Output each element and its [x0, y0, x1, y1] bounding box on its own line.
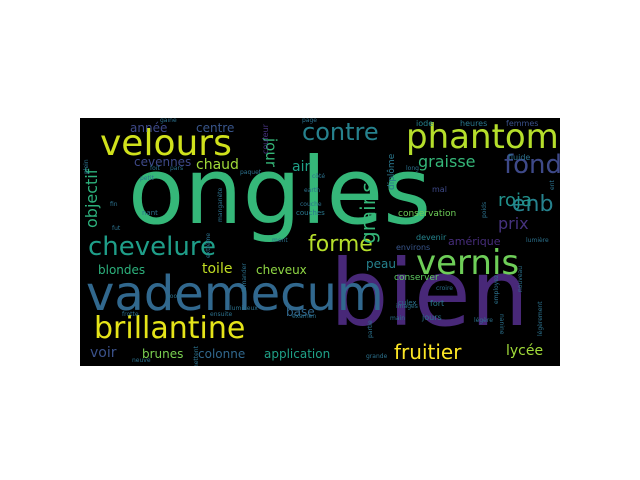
- word-good: good: [166, 293, 181, 300]
- word-toile: toile: [202, 261, 233, 277]
- word-chaud: chaud: [196, 157, 239, 173]
- word-fruitier: fruitier: [394, 340, 462, 364]
- word-images: images: [396, 303, 418, 310]
- word-grains: grains: [356, 182, 380, 244]
- word-colonne: colonne: [198, 347, 246, 361]
- word-annee: année: [130, 121, 168, 135]
- word-legere: légère: [474, 317, 493, 324]
- word-chevelure: chevelure: [88, 232, 216, 262]
- word-petit: petit: [140, 175, 154, 182]
- word-legerement: légèrement: [537, 301, 544, 336]
- word-contre: contre: [302, 118, 379, 146]
- word-roja: roja: [498, 190, 533, 211]
- word-long: long: [406, 165, 419, 172]
- word-fond: fond: [504, 150, 560, 180]
- word-devenir: devenir: [416, 233, 447, 242]
- word-culex: culex: [398, 299, 417, 307]
- word-neuve: neuve: [132, 357, 151, 364]
- word-femmes: femmes: [506, 119, 539, 128]
- word-employez: employez: [493, 274, 500, 304]
- word-enb: enb: [512, 192, 554, 217]
- word-application: application: [264, 347, 331, 361]
- word-lycee: lycée: [506, 343, 544, 359]
- word-air: air: [292, 159, 311, 175]
- word-jours: jours: [422, 313, 442, 322]
- word-iode: iode: [416, 119, 434, 128]
- word-centre: centre: [196, 121, 235, 135]
- word-pars: pars: [170, 165, 184, 172]
- word-paquet: paquet: [240, 169, 262, 176]
- word-diplome: diplôme: [387, 153, 397, 190]
- word-gaine: gaine: [160, 118, 177, 124]
- word-nanine: nanine: [498, 314, 505, 335]
- word-main: main: [390, 315, 405, 322]
- word-fin: fin: [110, 201, 118, 208]
- word-graisse: graisse: [418, 152, 476, 171]
- word-velours: velours: [100, 123, 232, 164]
- word-phantom: phantom: [406, 118, 559, 157]
- word-heures: heures: [460, 119, 488, 128]
- word-forme: forme: [308, 232, 373, 257]
- word-vademecum: vademecum: [86, 266, 384, 322]
- word-cloud: ongles bien vademecum phantom velours br…: [80, 118, 560, 366]
- word-couches: couches: [296, 209, 325, 217]
- word-brunes: brunes: [142, 347, 184, 361]
- word-peau: peau: [366, 257, 396, 271]
- word-ment: ment: [272, 237, 288, 244]
- word-partie: partie: [367, 320, 374, 338]
- word-earth: earth: [304, 187, 320, 194]
- word-permettent: permettent: [193, 346, 200, 366]
- word-fut: fut: [112, 225, 121, 232]
- word-ensuite: ensuite: [210, 311, 233, 318]
- word-objectif: objectif: [82, 168, 101, 228]
- word-amerique: amérique: [448, 235, 501, 248]
- word-plein: plein: [83, 159, 90, 174]
- word-vernis: vernis: [416, 243, 520, 283]
- word-couche: couche: [300, 201, 322, 208]
- word-environs: environs: [396, 243, 431, 252]
- word-frotte: frotte: [122, 311, 139, 318]
- word-conservation: conservation: [398, 209, 457, 219]
- word-croire: croire: [436, 285, 453, 292]
- word-prix: prix: [498, 214, 529, 233]
- word-grande: grande: [366, 353, 388, 360]
- word-couleur: couleur: [261, 124, 270, 154]
- word-base: base: [286, 305, 315, 319]
- word-blondes: blondes: [98, 263, 146, 277]
- word-demander: demander: [241, 263, 248, 294]
- word-cheveux: cheveux: [256, 263, 307, 277]
- word-mal: mal: [432, 185, 447, 194]
- word-poids: poids: [481, 201, 488, 218]
- word-brillantine: brillantine: [94, 311, 246, 346]
- word-cevennes: cevennes: [134, 155, 192, 169]
- word-page: page: [302, 118, 317, 124]
- word-extreme: extrême: [205, 232, 212, 258]
- word-ent: ent: [549, 180, 556, 190]
- word-examen: examen: [292, 313, 317, 320]
- word-bien: bien: [330, 240, 529, 347]
- word-fluide: fluide: [508, 153, 531, 162]
- word-foit: foit: [150, 165, 160, 172]
- word-conserver: conserver: [394, 273, 439, 283]
- word-cote: côté: [312, 173, 326, 180]
- word-nouveau: nouveau: [517, 266, 524, 292]
- word-lumiere: lumière: [526, 237, 549, 244]
- word-lumineux: lumineux: [230, 305, 258, 312]
- word-nant: nant: [142, 209, 158, 217]
- word-fort: fort: [430, 299, 445, 308]
- word-voir: voir: [90, 345, 117, 361]
- word-ongles: ongles: [128, 138, 432, 245]
- word-manganete: manganète: [217, 187, 224, 222]
